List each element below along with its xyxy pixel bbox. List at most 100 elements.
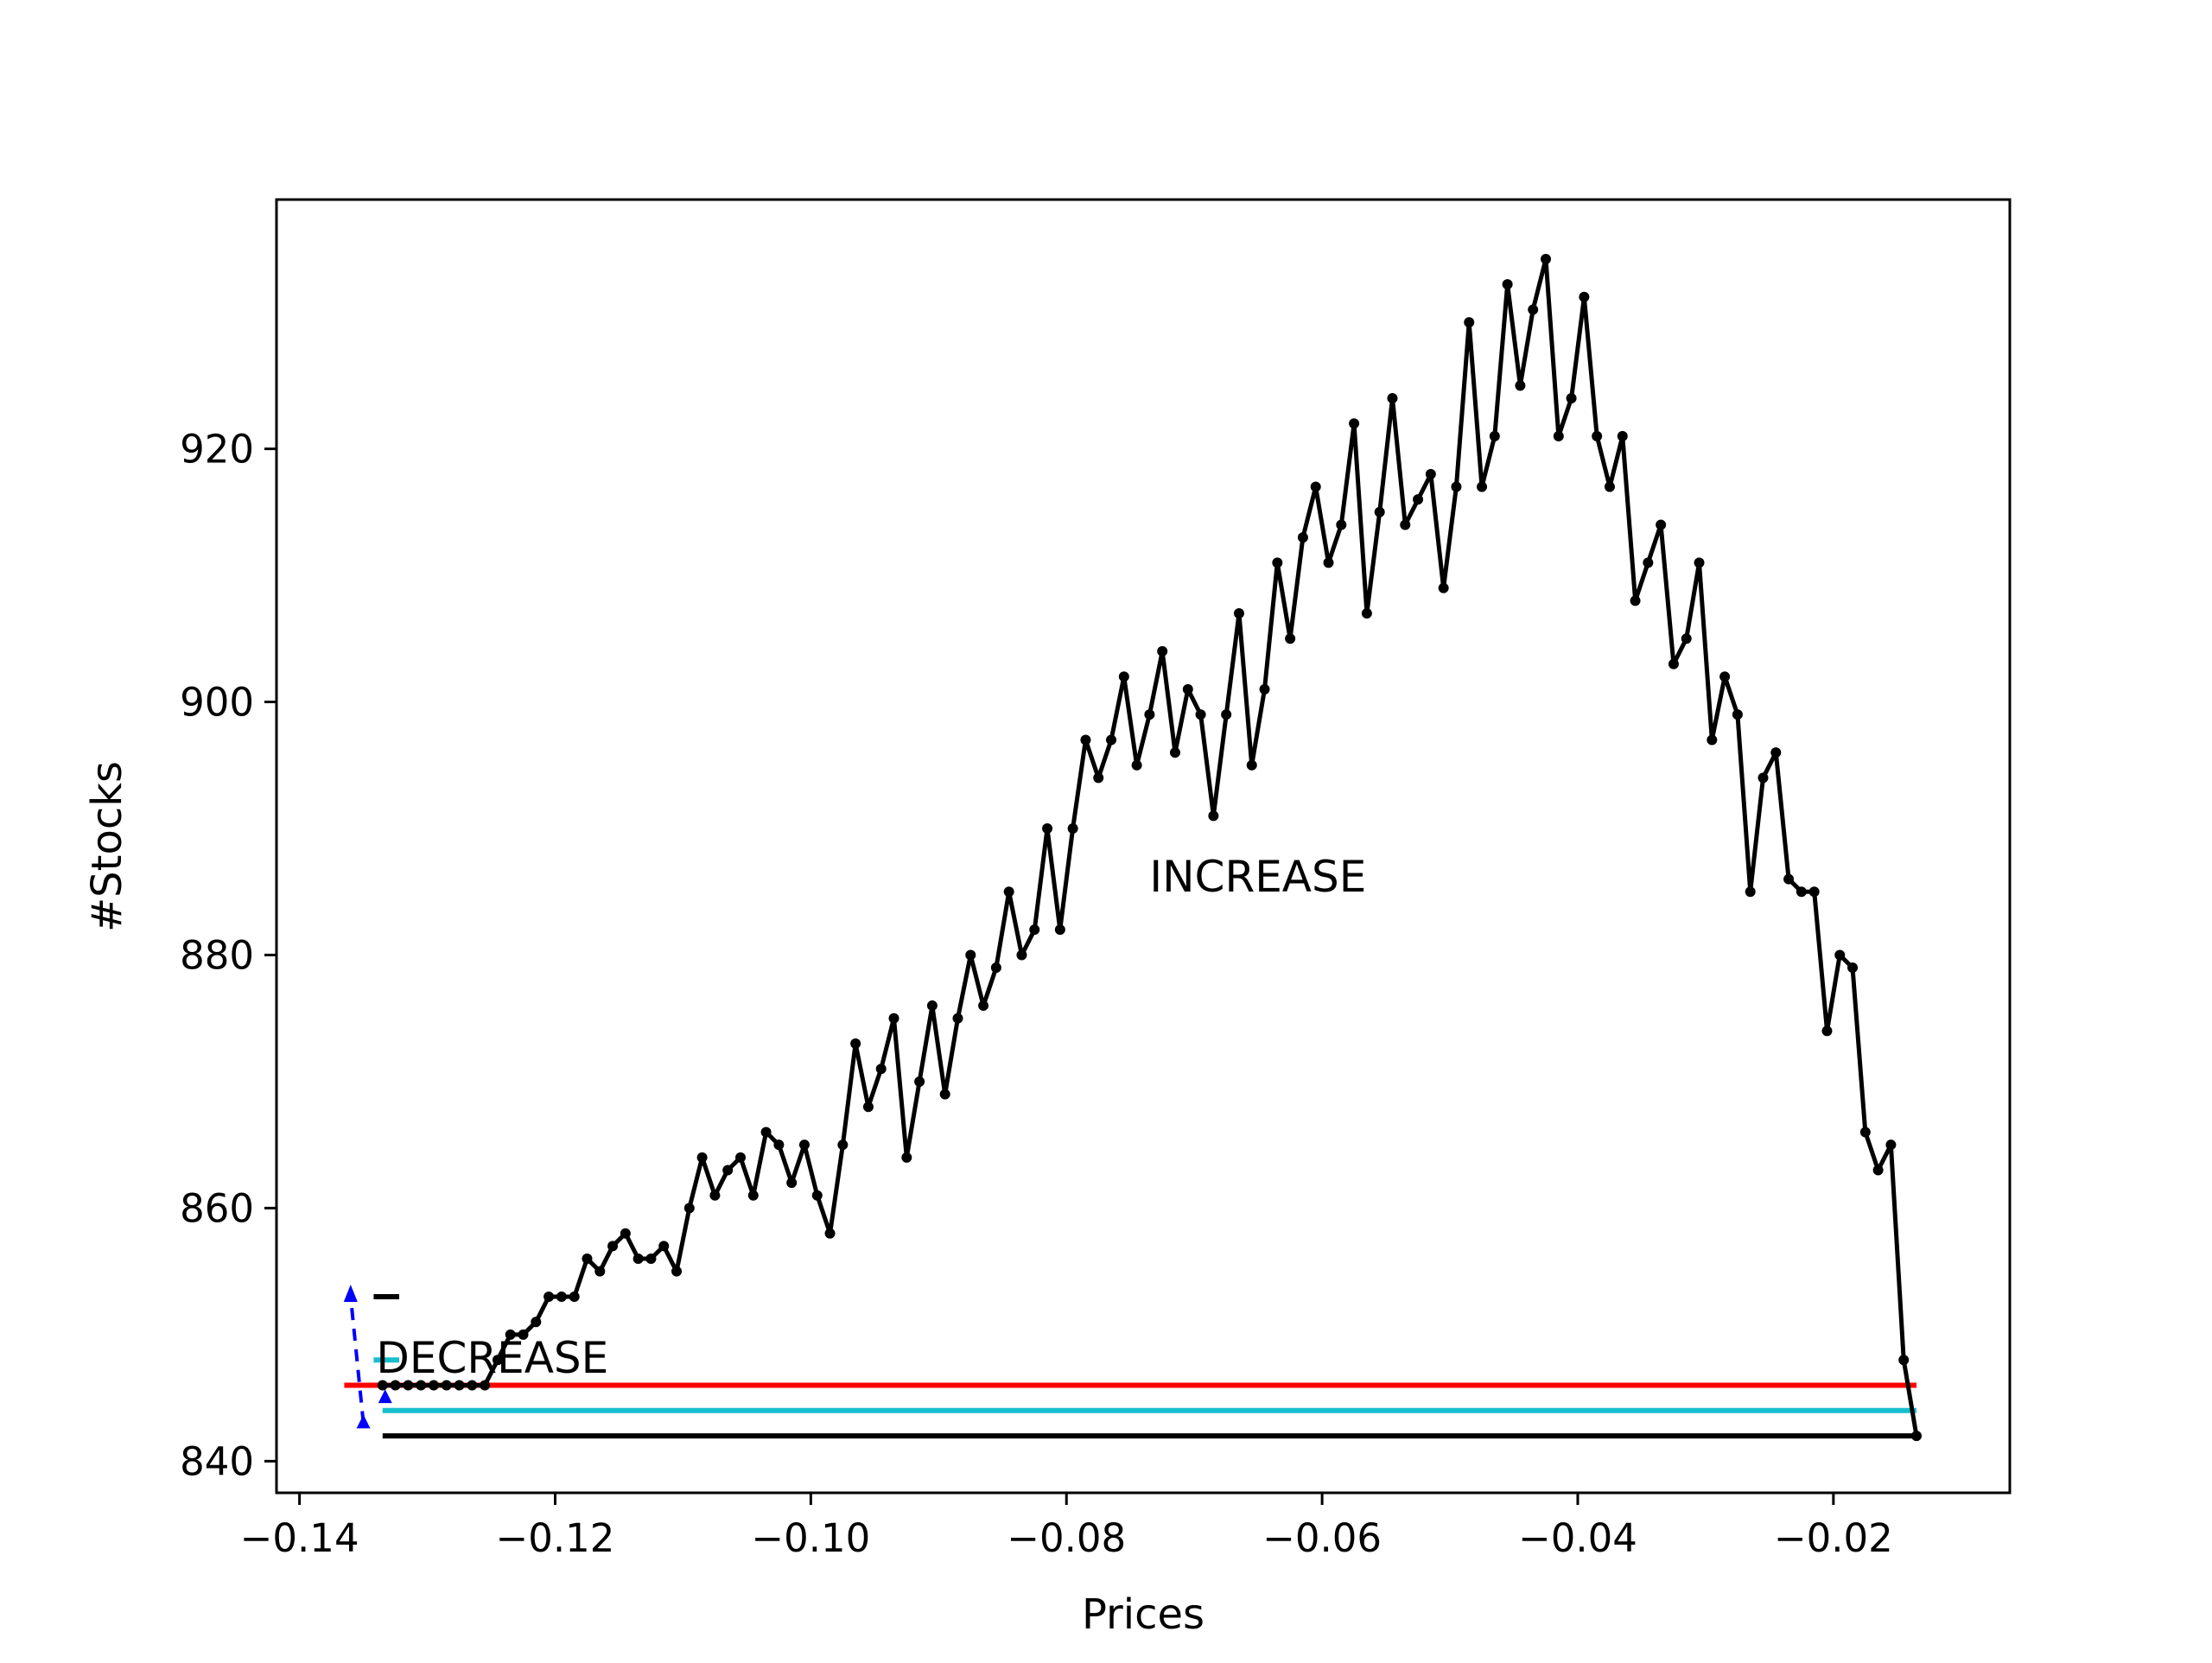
arrow-marker-1 [356, 1414, 371, 1429]
data-point [1451, 481, 1462, 492]
x-axis-label: Prices [1082, 1590, 1205, 1639]
data-point [1592, 430, 1603, 441]
data-point [1656, 519, 1667, 530]
data-point [1783, 873, 1795, 885]
data-point [862, 1101, 874, 1113]
data-point [620, 1228, 631, 1239]
plot-layer: INCREASE DECREASE [343, 253, 1923, 1442]
data-point [1259, 683, 1270, 695]
x-tick-label: −0.06 [1262, 1515, 1382, 1561]
data-point [1477, 481, 1488, 492]
data-point [1707, 734, 1718, 746]
data-point [1758, 772, 1769, 784]
arrow-head-top [343, 1284, 358, 1302]
data-point [1438, 582, 1449, 593]
data-point [1157, 645, 1168, 657]
data-point [1297, 532, 1308, 543]
data-point [798, 1139, 810, 1151]
data-point [1374, 506, 1385, 517]
data-point [1604, 481, 1615, 492]
data-point [1694, 557, 1705, 568]
data-point [1911, 1431, 1923, 1442]
y-tick-label: 860 [180, 1185, 254, 1231]
data-point [1413, 494, 1424, 505]
data-point [1502, 279, 1513, 290]
data-point [467, 1380, 478, 1391]
y-axis-label: #Stocks [83, 761, 131, 932]
data-point [1233, 607, 1244, 619]
data-point [773, 1139, 785, 1151]
data-point [1400, 519, 1411, 530]
data-point [888, 1012, 899, 1024]
data-point [1566, 392, 1577, 403]
data-point [428, 1380, 439, 1391]
data-point [1515, 380, 1526, 391]
x-tick-label: −0.02 [1774, 1515, 1893, 1561]
data-point [1221, 709, 1232, 720]
data-point [1808, 886, 1820, 898]
x-tick-label: −0.08 [1007, 1515, 1126, 1561]
x-tick-label: −0.10 [751, 1515, 870, 1561]
data-point [658, 1241, 670, 1252]
data-point [1080, 734, 1091, 746]
data-point [709, 1190, 721, 1201]
data-point [1195, 709, 1206, 720]
data-point [811, 1190, 823, 1201]
data-point [1770, 747, 1782, 759]
data-point [1131, 759, 1142, 771]
data-point [875, 1063, 887, 1075]
data-point [1067, 822, 1078, 834]
data-point [952, 1012, 963, 1024]
data-point [671, 1266, 683, 1277]
data-point [990, 962, 1001, 974]
data-point [1349, 418, 1360, 429]
data-point [1285, 633, 1296, 644]
y-axis-ticks: 840 860 880 900 920 [180, 427, 276, 1484]
data-point [569, 1291, 580, 1302]
data-point [914, 1076, 925, 1087]
data-point [1617, 430, 1628, 441]
data-point [1361, 607, 1372, 619]
data-point [1847, 962, 1859, 974]
data-point [543, 1291, 555, 1302]
data-point [1272, 557, 1283, 568]
data-point [978, 1000, 989, 1012]
data-point [722, 1165, 734, 1176]
data-point [1745, 886, 1756, 898]
data-point [1003, 886, 1014, 898]
data-point [607, 1241, 619, 1252]
data-point [901, 1152, 912, 1163]
data-point [1681, 633, 1692, 644]
x-axis-ticks: −0.14 −0.12 −0.10 −0.08 −0.06 −0.04 −0.02 [240, 1493, 1893, 1561]
y-tick-label: 840 [180, 1438, 254, 1484]
data-point [1464, 317, 1475, 328]
data-point [1898, 1355, 1910, 1366]
data-point [850, 1038, 861, 1050]
data-point [454, 1380, 465, 1391]
data-point [1323, 557, 1334, 568]
data-point [1668, 658, 1679, 670]
data-point [1821, 1025, 1833, 1037]
plot-area-frame [275, 198, 2012, 1495]
data-point [1029, 924, 1040, 936]
arrow-marker-2 [378, 1389, 392, 1404]
data-point [1425, 468, 1436, 479]
data-point [518, 1329, 529, 1340]
data-point [594, 1266, 606, 1277]
data-point [824, 1228, 836, 1239]
data-point [926, 1000, 938, 1012]
data-point [1144, 709, 1155, 720]
data-point [965, 949, 976, 961]
data-point [1643, 557, 1654, 568]
data-point [1093, 772, 1104, 784]
data-point [1719, 671, 1731, 682]
data-point [696, 1152, 708, 1163]
data-point [1106, 734, 1117, 746]
y-tick-label: 920 [180, 427, 254, 473]
x-tick-label: −0.04 [1518, 1515, 1637, 1561]
data-point [1540, 253, 1551, 264]
data-point [505, 1329, 516, 1340]
data-point [556, 1291, 567, 1302]
